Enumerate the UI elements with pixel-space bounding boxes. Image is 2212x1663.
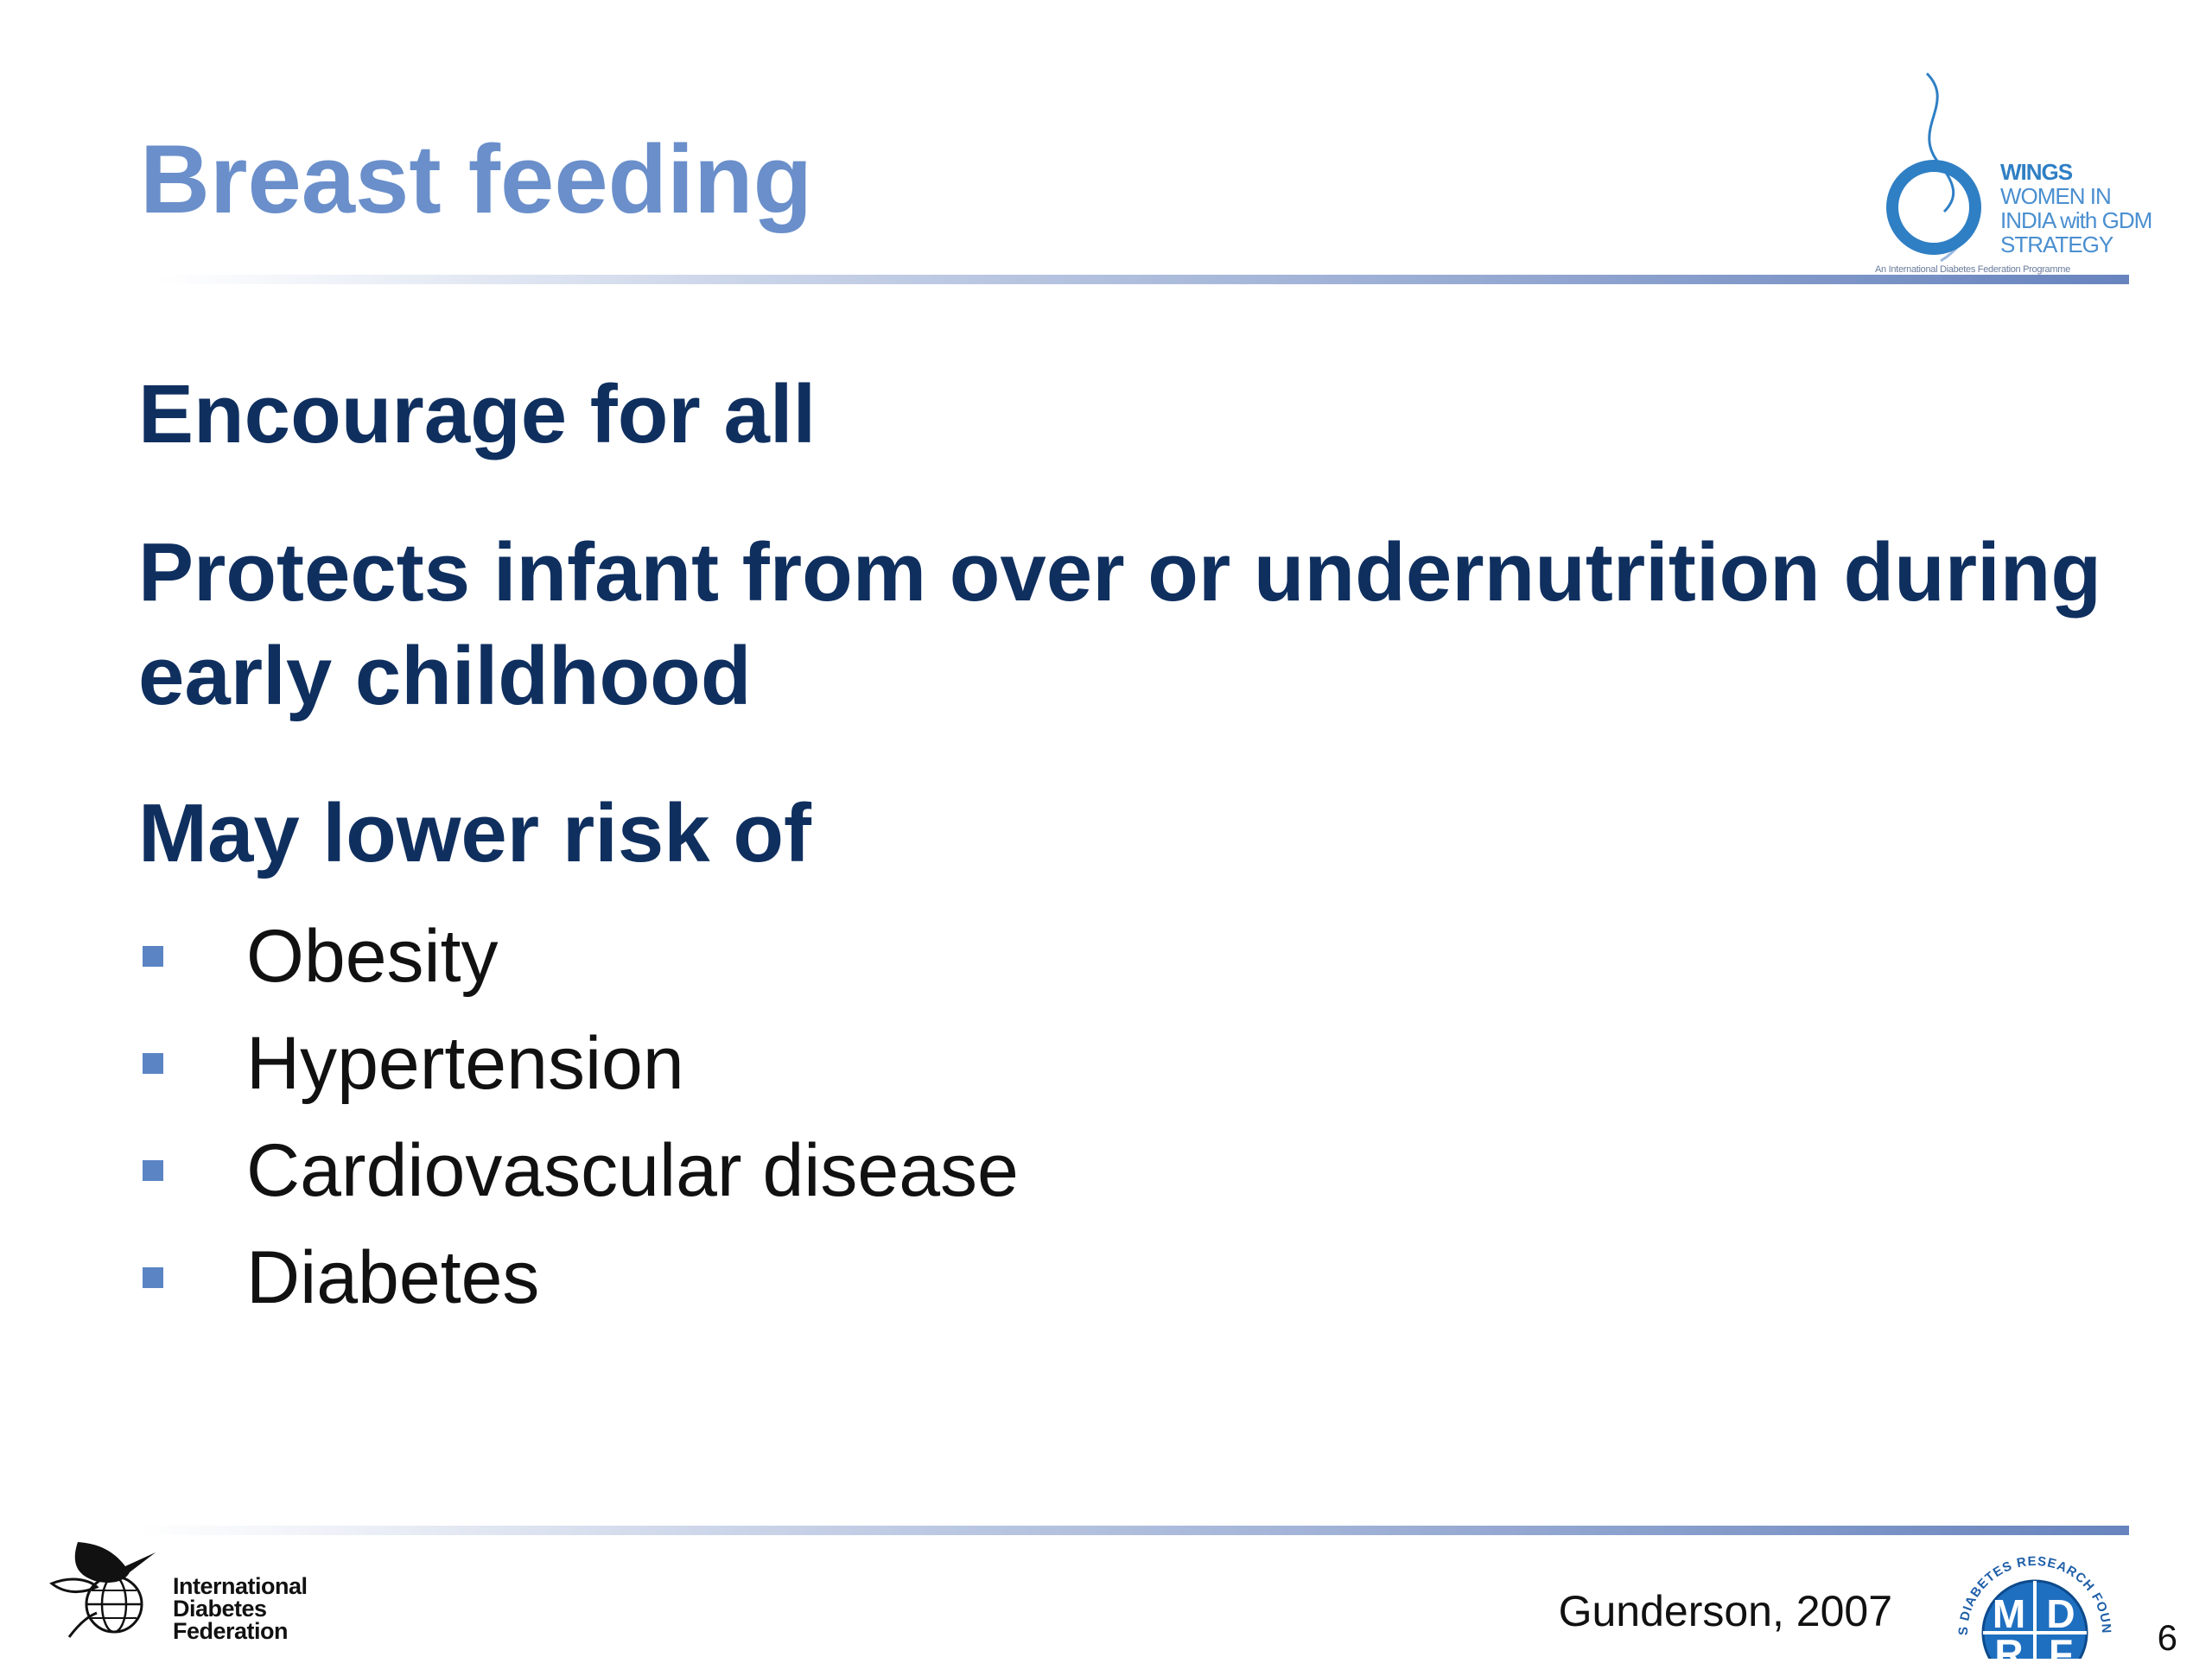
- title-divider: [156, 275, 2129, 284]
- list-item: Obesity: [138, 903, 1019, 1010]
- wings-title: WINGS: [2000, 159, 2073, 185]
- mdrf-letter-r: R: [1994, 1631, 2023, 1659]
- idf-line-3: Federation: [173, 1618, 289, 1644]
- square-bullet-icon: [143, 946, 163, 967]
- wings-line-4: STRATEGY: [2000, 232, 2113, 257]
- list-item-text: Obesity: [246, 915, 499, 998]
- wings-line-2: WOMEN IN: [2000, 183, 2112, 209]
- heading-protects: Protects infant from over or undernutrit…: [138, 526, 2102, 722]
- list-item-text: Cardiovascular disease: [246, 1129, 1019, 1212]
- idf-logo: International Diabetes Federation: [43, 1533, 328, 1646]
- heading-may-lower-risk: May lower risk of: [138, 787, 811, 879]
- mdrf-letter-f: F: [2049, 1631, 2073, 1659]
- wings-subtitle: An International Diabetes Federation Pro…: [1875, 264, 2070, 275]
- mdrf-letter-m: M: [1993, 1591, 2025, 1636]
- square-bullet-icon: [143, 1267, 163, 1288]
- risk-list: Obesity Hypertension Cardiovascular dise…: [138, 903, 1019, 1331]
- wings-swirl-icon: [1886, 72, 1981, 263]
- idf-line-2: Diabetes: [173, 1596, 267, 1622]
- list-item: Diabetes: [138, 1224, 1019, 1331]
- mdrf-seal-icon: MADRAS DIABETES RESEARCH FOUNDATION M D …: [1942, 1525, 2113, 1663]
- footer-divider: [138, 1526, 2129, 1535]
- idf-line-1: International: [173, 1573, 308, 1599]
- heading-encourage: Encourage for all: [138, 368, 817, 460]
- list-item: Hypertension: [138, 1010, 1019, 1117]
- slide-title: Breast feeding: [140, 125, 812, 233]
- square-bullet-icon: [143, 1053, 163, 1074]
- list-item: Cardiovascular disease: [138, 1117, 1019, 1224]
- list-item-text: Diabetes: [246, 1236, 540, 1319]
- citation: Gunderson, 2007: [1558, 1587, 1892, 1635]
- hummingbird-globe-icon: [49, 1542, 156, 1638]
- wings-logo: WINGS WOMEN IN INDIA with GDM STRATEGY A…: [1875, 69, 2152, 285]
- list-item-text: Hypertension: [246, 1022, 684, 1105]
- mdrf-logo: MADRAS DIABETES RESEARCH FOUNDATION M D …: [1942, 1525, 2121, 1663]
- mdrf-letter-d: D: [2046, 1591, 2075, 1636]
- wings-line-3: INDIA with GDM: [2000, 207, 2152, 233]
- page-number: 6: [2157, 1617, 2177, 1658]
- square-bullet-icon: [143, 1160, 163, 1181]
